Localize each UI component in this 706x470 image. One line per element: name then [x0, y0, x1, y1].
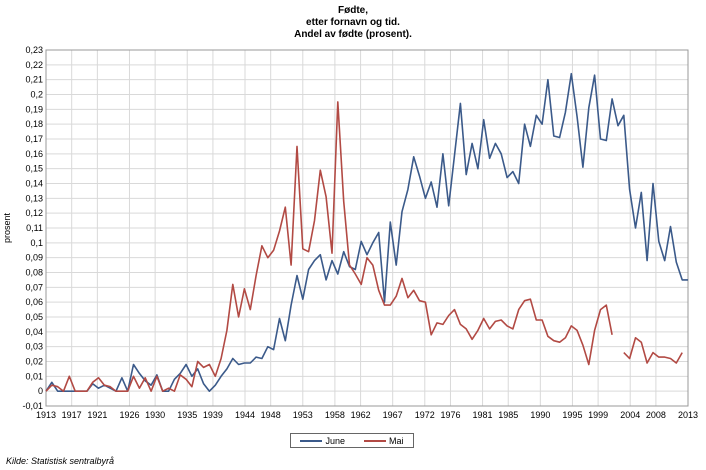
source-note: Kilde: Statistisk sentralbyrå	[6, 456, 115, 466]
legend-label-june: June	[325, 435, 346, 446]
y-tick-label: 0,23	[25, 45, 43, 55]
y-tick-label: 0,02	[25, 357, 43, 367]
x-tick-label: 2008	[646, 410, 666, 420]
x-tick-label: 1926	[119, 410, 139, 420]
y-tick-label: 0,06	[25, 297, 43, 307]
x-tick-label: 1953	[293, 410, 313, 420]
series-line-june	[45, 72, 688, 392]
x-tick-label: 1995	[562, 410, 582, 420]
legend: June Mai	[290, 433, 414, 448]
x-tick-label: 1967	[383, 410, 403, 420]
series-line-mai-2	[623, 337, 683, 364]
x-tick-label: 1958	[325, 410, 345, 420]
chart-title-line-3: Andel av fødte (prosent).	[294, 29, 412, 40]
legend-label-mai: Mai	[388, 435, 404, 446]
y-axis-label: prosent	[2, 212, 12, 243]
x-tick-label: 1948	[261, 410, 281, 420]
y-tick-label: 0,18	[25, 119, 43, 129]
x-tick-label: 1990	[530, 410, 550, 420]
x-tick-label: 1935	[177, 410, 197, 420]
x-tick-label: 1913	[36, 410, 56, 420]
y-tick-label: 0,2	[30, 90, 43, 100]
y-tick-label: 0,15	[25, 164, 43, 174]
chart-title: Fødte, etter fornavn og tid. Andel av fø…	[0, 5, 706, 41]
y-tick-label: 0,08	[25, 268, 43, 278]
chart-title-line-1: Fødte,	[338, 5, 368, 16]
legend-item-mai: Mai	[363, 435, 404, 446]
y-tick-label: 0,22	[25, 60, 43, 70]
legend-swatch-june	[300, 439, 323, 442]
y-tick-label: 0,13	[25, 193, 43, 203]
x-tick-label: 1944	[235, 410, 255, 420]
chart-title-line-2: etter fornavn og tid.	[306, 17, 400, 28]
plot-area	[45, 49, 689, 407]
y-tick-label: 0,19	[25, 104, 43, 114]
x-tick-label: 1930	[145, 410, 165, 420]
y-tick-label: 0,11	[26, 223, 43, 233]
y-tick-label: 0	[38, 386, 43, 396]
x-tick-label: 1999	[588, 410, 608, 420]
x-tick-label: 1921	[87, 410, 107, 420]
x-tick-label: 2004	[620, 410, 640, 420]
x-tick-label: 1976	[440, 410, 460, 420]
y-tick-label: 0,17	[25, 134, 43, 144]
y-tick-label: 0,01	[25, 371, 43, 381]
x-tick-label: 1917	[62, 410, 82, 420]
y-tick-label: 0,14	[25, 179, 43, 189]
series-line-mai	[45, 101, 613, 392]
y-tick-label: -0,01	[22, 401, 43, 411]
y-tick-label: 0,05	[25, 312, 43, 322]
y-tick-label: 0,12	[25, 208, 43, 218]
x-tick-label: 1981	[473, 410, 493, 420]
x-tick-label: 1939	[203, 410, 223, 420]
x-tick-label: 2013	[678, 410, 698, 420]
y-tick-label: 0,07	[25, 282, 43, 292]
y-tick-label: 0,04	[25, 327, 43, 337]
y-tick-label: 0,1	[30, 238, 43, 248]
legend-swatch-mai	[363, 439, 386, 442]
legend-item-june: June	[300, 436, 345, 446]
y-tick-label: 0,16	[25, 149, 43, 159]
x-tick-label: 1972	[415, 410, 435, 420]
y-tick-label: 0,09	[25, 253, 43, 263]
x-tick-label: 1985	[498, 410, 518, 420]
x-tick-label: 1962	[351, 410, 371, 420]
y-tick-label: 0,03	[25, 342, 43, 352]
y-tick-label: 0,21	[25, 75, 43, 85]
